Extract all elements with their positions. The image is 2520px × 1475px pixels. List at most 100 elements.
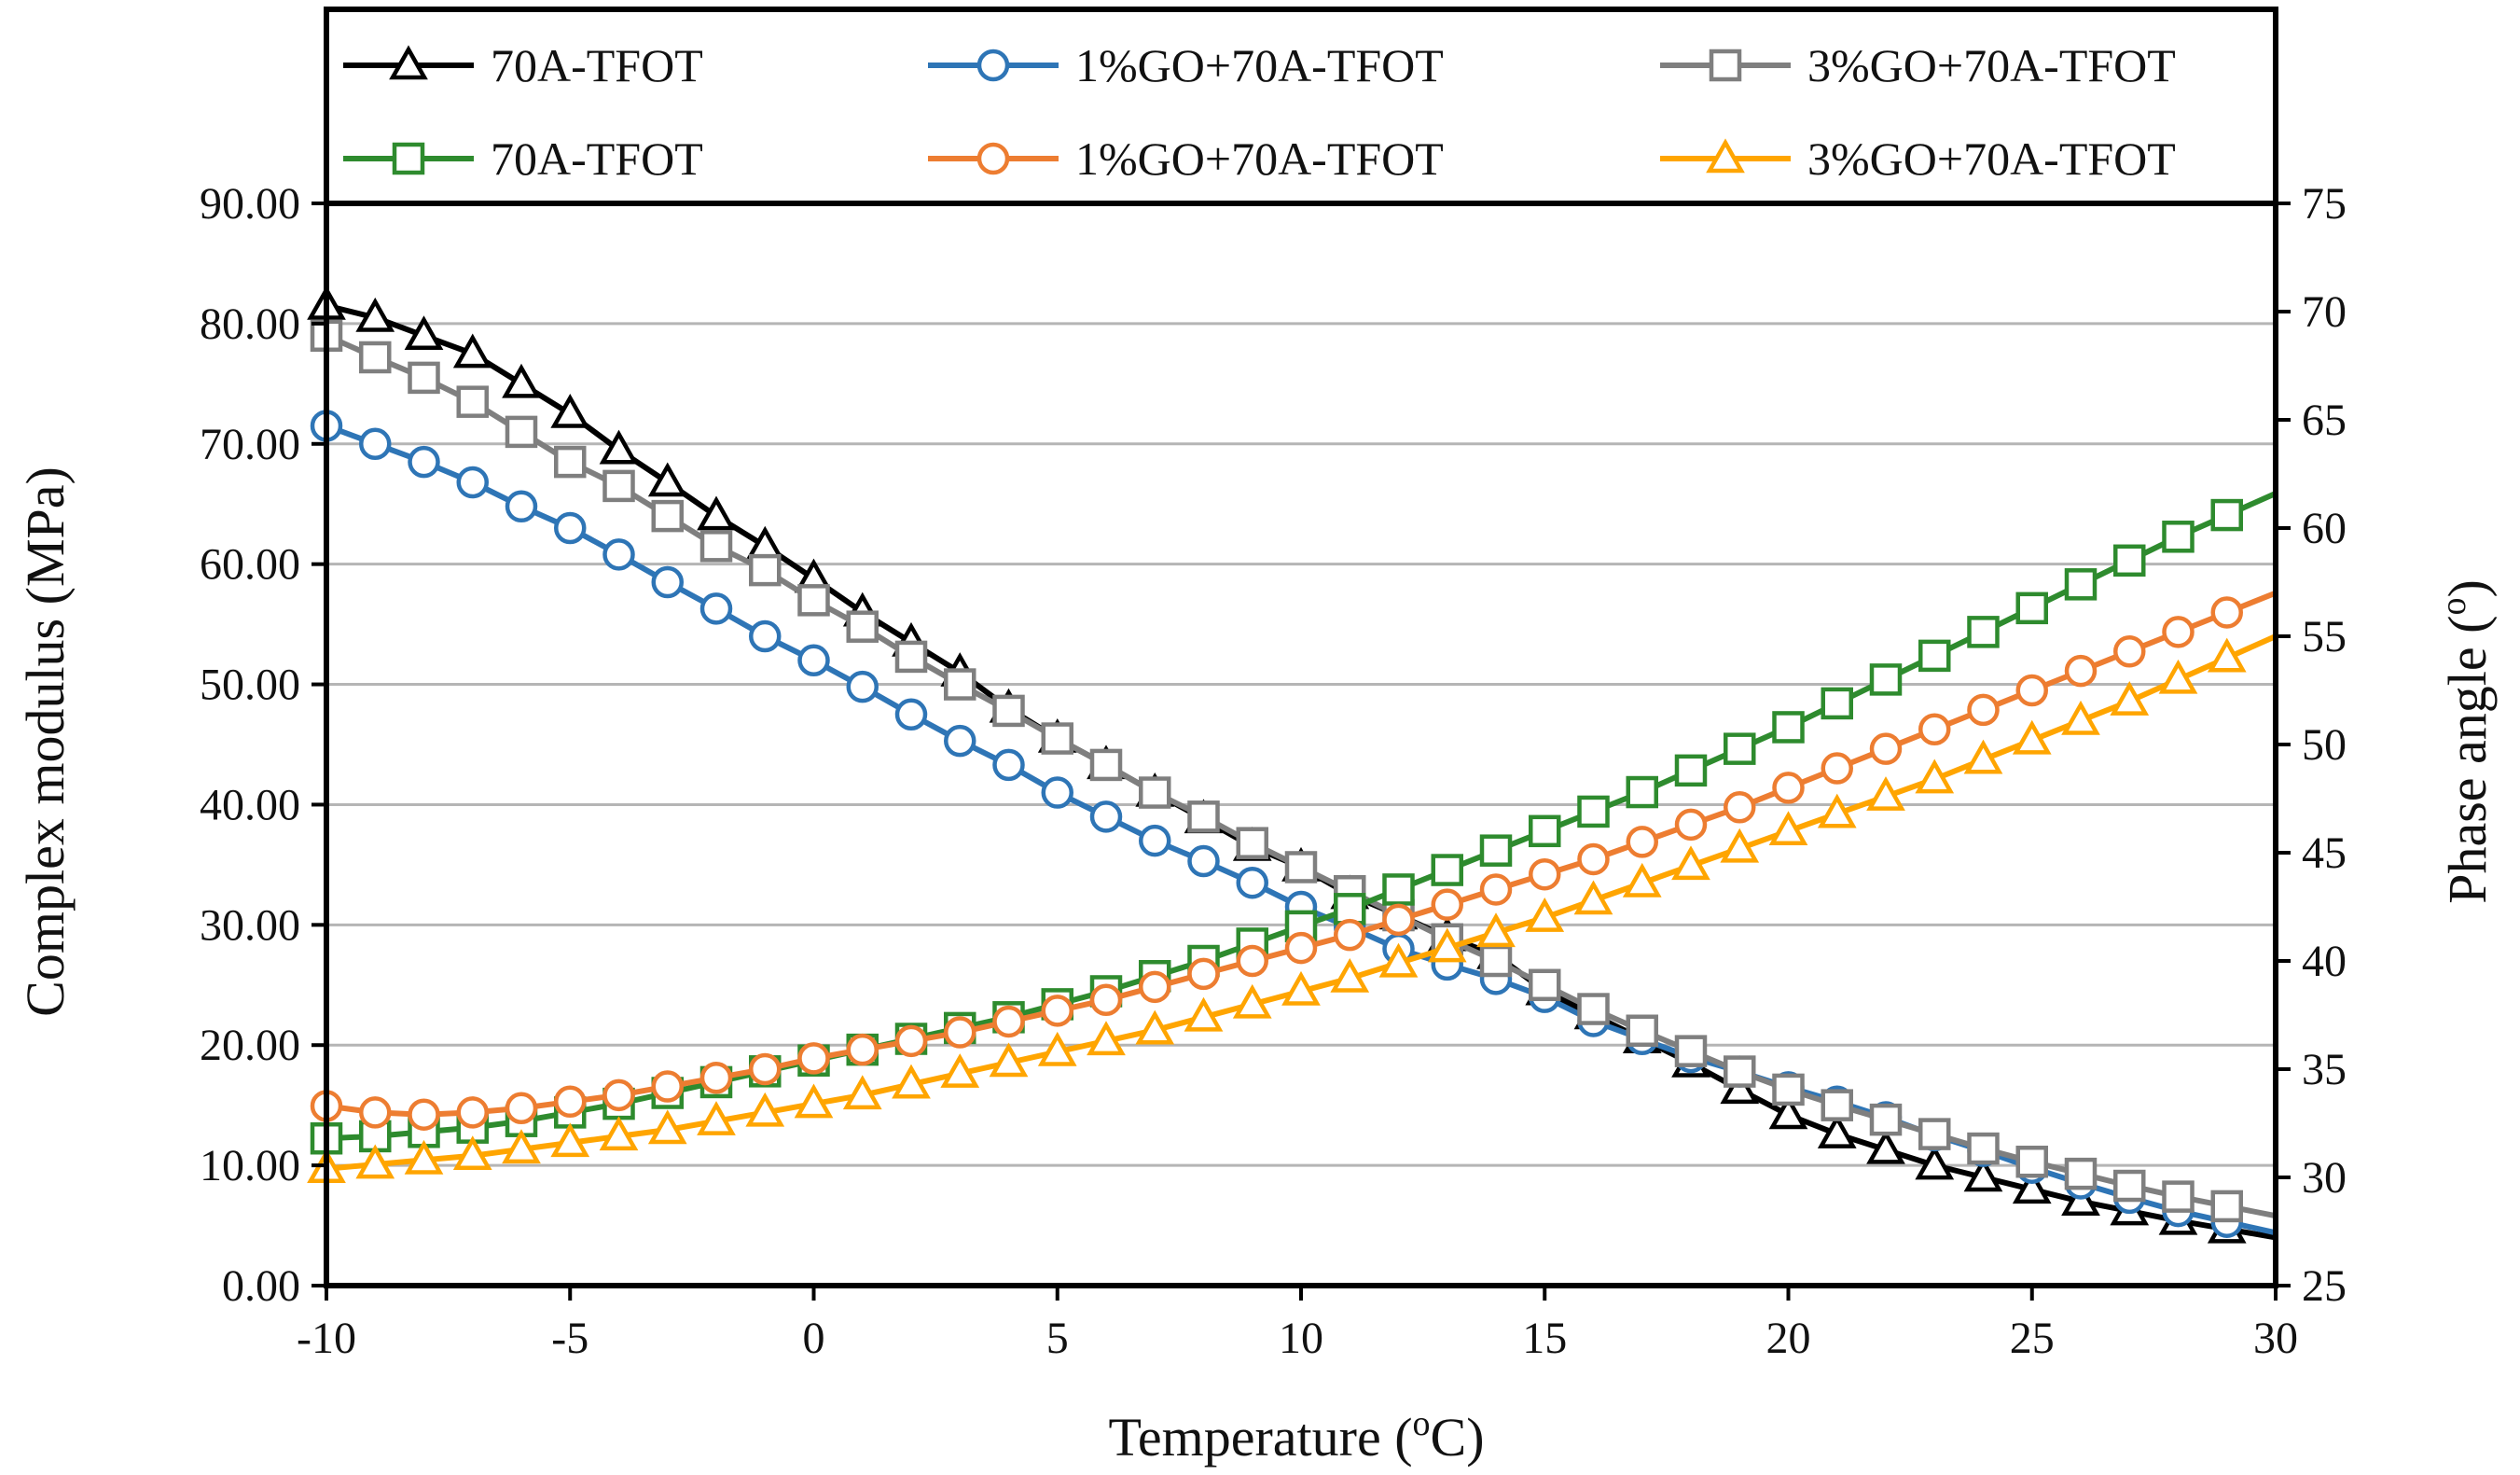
legend-item: 3%GO+70A-TFOT [1660,132,2176,185]
data-point [1479,873,1513,906]
tick-layer: -10 -5 0 5 10 15 20 25 300.0010.0020.0030.0040.0… [200,179,2347,1363]
data-point [456,1096,489,1129]
data-point [1577,993,1610,1025]
data-point [2158,659,2198,694]
data-point [1236,944,1268,978]
legend-label: 3%GO+70A-TFOT [1807,39,2176,91]
y-right-tick-label: 50 [2302,720,2347,770]
x-tick-label: 5 [1046,1314,1069,1363]
data-point [550,393,590,428]
y-left-tick-label: 90.00 [200,179,300,229]
data-point [599,429,639,465]
data-point [651,565,684,599]
data-point [408,445,440,479]
data-point [1431,854,1463,886]
data-point [1674,808,1708,842]
data-point [452,333,492,369]
data-point [1821,752,1853,785]
data-point [1674,754,1708,787]
data-point [894,640,928,674]
data-point [2207,637,2247,673]
data-point [2064,568,2098,601]
data-point [2015,591,2048,625]
y-right-tick-label: 25 [2302,1261,2347,1311]
data-point [1869,1103,1903,1136]
data-point [2113,634,2146,668]
data-point [389,45,428,80]
data-point [1577,795,1610,828]
data-point [749,1052,782,1086]
data-point [1626,775,1658,809]
data-point [1139,824,1171,857]
data-point [749,619,782,653]
data-point [1821,1089,1853,1121]
data-point [550,1122,590,1158]
data-point [745,1092,785,1127]
data-point [2061,1181,2100,1217]
data-point [749,553,782,587]
data-point [651,1070,684,1103]
data-point [1724,791,1756,824]
data-point [1089,800,1123,833]
data-point [1139,776,1171,809]
data-point [1281,970,1321,1006]
data-point [355,1144,395,1179]
data-point [1139,970,1171,1004]
x-tick-label: 0 [803,1314,825,1363]
y-left-tick-label: 40.00 [200,780,300,829]
data-point [699,530,733,563]
data-point [1626,1014,1658,1048]
data-point [2012,1169,2052,1204]
data-point [1089,748,1123,782]
data-point [1918,639,1951,673]
data-point [1476,912,1516,948]
data-point [1768,811,1808,846]
data-point [699,1062,733,1094]
data-point [797,644,830,677]
legend-item: 70A-TFOT [343,39,703,91]
data-point [992,694,1025,728]
legend-label: 1%GO+70A-TFOT [1075,39,1444,91]
data-point [1236,827,1268,859]
y-left-tick-label: 50.00 [200,661,300,710]
x-tick-label: -10 [297,1314,356,1363]
data-point [651,499,684,533]
data-point [2012,719,2052,755]
data-point [797,1042,830,1075]
data-point [602,1078,635,1112]
legend-item: 3%GO+70A-TFOT [1660,39,2176,91]
series-layer [307,285,2278,1244]
data-point [1232,983,1272,1019]
y-axis-right-title: Phase angle (o) [2434,579,2498,904]
data-point [697,1101,736,1135]
data-point [1915,1145,1955,1180]
y-left-tick-label: 80.00 [200,299,300,349]
data-point [647,462,687,497]
data-point [1187,957,1220,991]
y-left-tick-label: 0.00 [222,1261,300,1311]
data-point [1967,1132,2000,1165]
data-point [797,584,830,617]
legend-item: 1%GO+70A-TFOT [928,132,1444,185]
data-point [456,385,489,418]
legend: 70A-TFOT 1%GO+70A-TFOT 3%GO+70A-TFOT 70A-TF… [343,39,2176,185]
data-point [2210,1190,2243,1223]
data-point [940,1053,980,1088]
x-tick-label: 30 [2253,1314,2298,1363]
legend-item: 1%GO+70A-TFOT [928,39,1444,91]
data-point [992,1005,1025,1038]
data-point [2015,1145,2048,1178]
data-point [1724,1055,1756,1088]
data-point [1573,880,1613,915]
data-point [1382,903,1415,937]
data-point [846,670,879,703]
data-point [944,724,976,758]
data-point [554,445,587,479]
y-right-tick-label: 55 [2302,612,2347,661]
data-point [1967,616,2000,648]
data-point [355,297,395,332]
data-point [505,490,538,523]
data-point [2162,521,2195,553]
data-point [842,1075,882,1110]
